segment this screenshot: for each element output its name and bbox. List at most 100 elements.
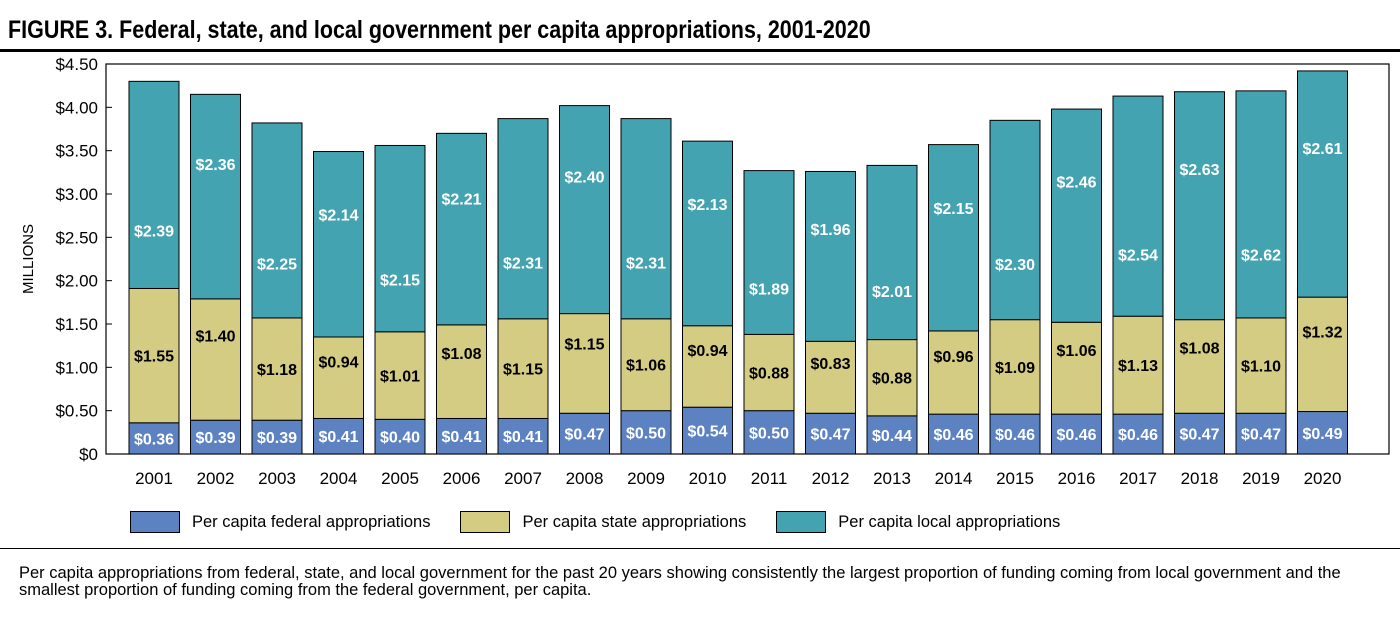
legend-label-state: Per capita state appropriations	[522, 512, 747, 531]
bar-local	[497, 118, 549, 320]
bar-local	[1051, 108, 1102, 323]
data-label-state: $1.15	[564, 337, 604, 354]
data-label-local: $2.63	[1179, 162, 1219, 179]
bar-local	[866, 164, 918, 341]
bar-federal	[190, 419, 241, 455]
bar-state	[436, 324, 487, 419]
bar-state	[1051, 321, 1102, 415]
data-label-state: $1.06	[626, 358, 666, 375]
x-tick-label: 2019	[1242, 469, 1280, 488]
data-label-federal: $0.46	[933, 427, 973, 444]
bar-local	[190, 93, 241, 300]
data-label-federal: $0.46	[1118, 427, 1158, 444]
data-label-federal: $0.44	[872, 428, 912, 445]
bar-federal	[251, 419, 303, 455]
data-label-local: $2.62	[1241, 247, 1281, 264]
bar-state	[682, 325, 733, 408]
x-tick-label: 2011	[751, 469, 788, 488]
data-label-state: $1.15	[503, 362, 543, 379]
data-label-state: $0.94	[687, 343, 727, 360]
data-label-state: $1.40	[195, 328, 235, 345]
data-label-local: $2.61	[1302, 141, 1342, 158]
y-tick-label: $3.50	[55, 142, 98, 161]
stacked-bar-chart: $0 $0.50 $1.00 $1.50 $2.00 $2.50 $3.00 $3.50 $4.…	[20, 55, 1390, 488]
data-label-state: $1.09	[995, 360, 1035, 377]
y-tick-label: $0	[79, 445, 98, 464]
x-tick-label: 2001	[135, 469, 173, 488]
chart-panel: $0 $0.50 $1.00 $1.50 $2.00 $2.50 $3.00 $3.50 $4.…	[0, 52, 1400, 548]
bar-state	[313, 336, 364, 419]
data-label-federal: $0.54	[687, 424, 727, 441]
data-label-federal: $0.50	[749, 425, 789, 442]
chart-legend: Per capita federal appropriations Per ca…	[130, 509, 1090, 535]
data-label-federal: $0.41	[318, 429, 358, 446]
data-label-state: $1.06	[1056, 343, 1096, 360]
data-label-local: $2.46	[1056, 175, 1096, 192]
x-tick-label: 2009	[627, 469, 665, 488]
data-label-federal: $0.47	[1179, 427, 1219, 444]
bar-state	[1174, 319, 1225, 414]
bar-local	[1174, 91, 1225, 321]
bar-federal	[497, 417, 549, 455]
data-label-local: $2.15	[933, 201, 973, 218]
data-label-state: $0.88	[872, 371, 912, 388]
bar-local	[128, 80, 180, 289]
bar-local	[805, 170, 856, 342]
legend-swatch-state	[460, 511, 511, 533]
bar-local	[989, 119, 1041, 321]
data-label-federal: $0.46	[995, 427, 1035, 444]
bar-federal	[1297, 411, 1348, 455]
legend-label-local: Per capita local appropriations	[838, 512, 1061, 531]
data-label-state: $1.32	[1302, 324, 1342, 341]
data-label-state: $1.18	[257, 362, 297, 379]
y-axis-label: MILLIONS	[20, 224, 37, 294]
x-tick-label: 2006	[443, 469, 481, 488]
x-tick-label: 2005	[381, 469, 419, 488]
bar-federal	[313, 417, 364, 455]
bar-federal	[1174, 412, 1225, 455]
data-label-federal: $0.41	[503, 429, 543, 446]
data-label-state: $0.96	[933, 349, 973, 366]
x-tick-label: 2004	[320, 469, 358, 488]
bar-state	[559, 313, 610, 414]
x-tick-label: 2020	[1304, 469, 1342, 488]
figure-caption: Per capita appropriations from federal, …	[19, 564, 1341, 599]
bar-local	[1235, 90, 1287, 319]
title-rule	[0, 49, 1400, 52]
data-label-federal: $0.50	[626, 425, 666, 442]
data-label-state: $1.08	[1179, 341, 1219, 358]
x-tick-label: 2014	[935, 469, 973, 488]
bar-local	[559, 105, 610, 315]
bar-local	[313, 151, 364, 338]
x-tick-label: 2010	[689, 469, 727, 488]
data-label-state: $0.94	[318, 354, 358, 371]
data-label-federal: $0.47	[810, 427, 850, 444]
data-label-state: $1.01	[380, 369, 420, 386]
data-label-local: $2.30	[995, 257, 1035, 274]
data-label-federal: $0.40	[380, 430, 420, 447]
y-tick-label: $4.50	[55, 55, 98, 74]
legend-item-local: Per capita local appropriations	[776, 511, 1060, 533]
data-label-state: $1.13	[1118, 358, 1158, 375]
data-label-local: $2.39	[134, 223, 174, 240]
x-tick-label: 2016	[1058, 469, 1096, 488]
data-label-local: $1.89	[749, 282, 789, 299]
x-tick-label: 2008	[566, 469, 604, 488]
data-label-local: $2.54	[1118, 248, 1158, 265]
data-label-state: $0.83	[810, 356, 850, 373]
y-tick-label: $2.50	[55, 228, 98, 247]
bar-state	[620, 318, 672, 412]
data-label-local: $2.36	[195, 157, 235, 174]
x-tick-label: 2013	[873, 469, 911, 488]
bar-local	[1297, 70, 1348, 298]
data-label-federal: $0.49	[1302, 426, 1342, 443]
bar-state	[866, 339, 918, 417]
y-tick-label: $3.00	[55, 185, 98, 204]
x-tick-label: 2015	[996, 469, 1034, 488]
bar-federal	[374, 418, 426, 455]
data-label-local: $1.96	[810, 222, 850, 239]
y-tick-label: $0.50	[55, 402, 98, 421]
y-tick-label: $4.00	[55, 98, 98, 117]
bar-state	[497, 318, 549, 419]
data-label-local: $2.31	[626, 256, 666, 273]
